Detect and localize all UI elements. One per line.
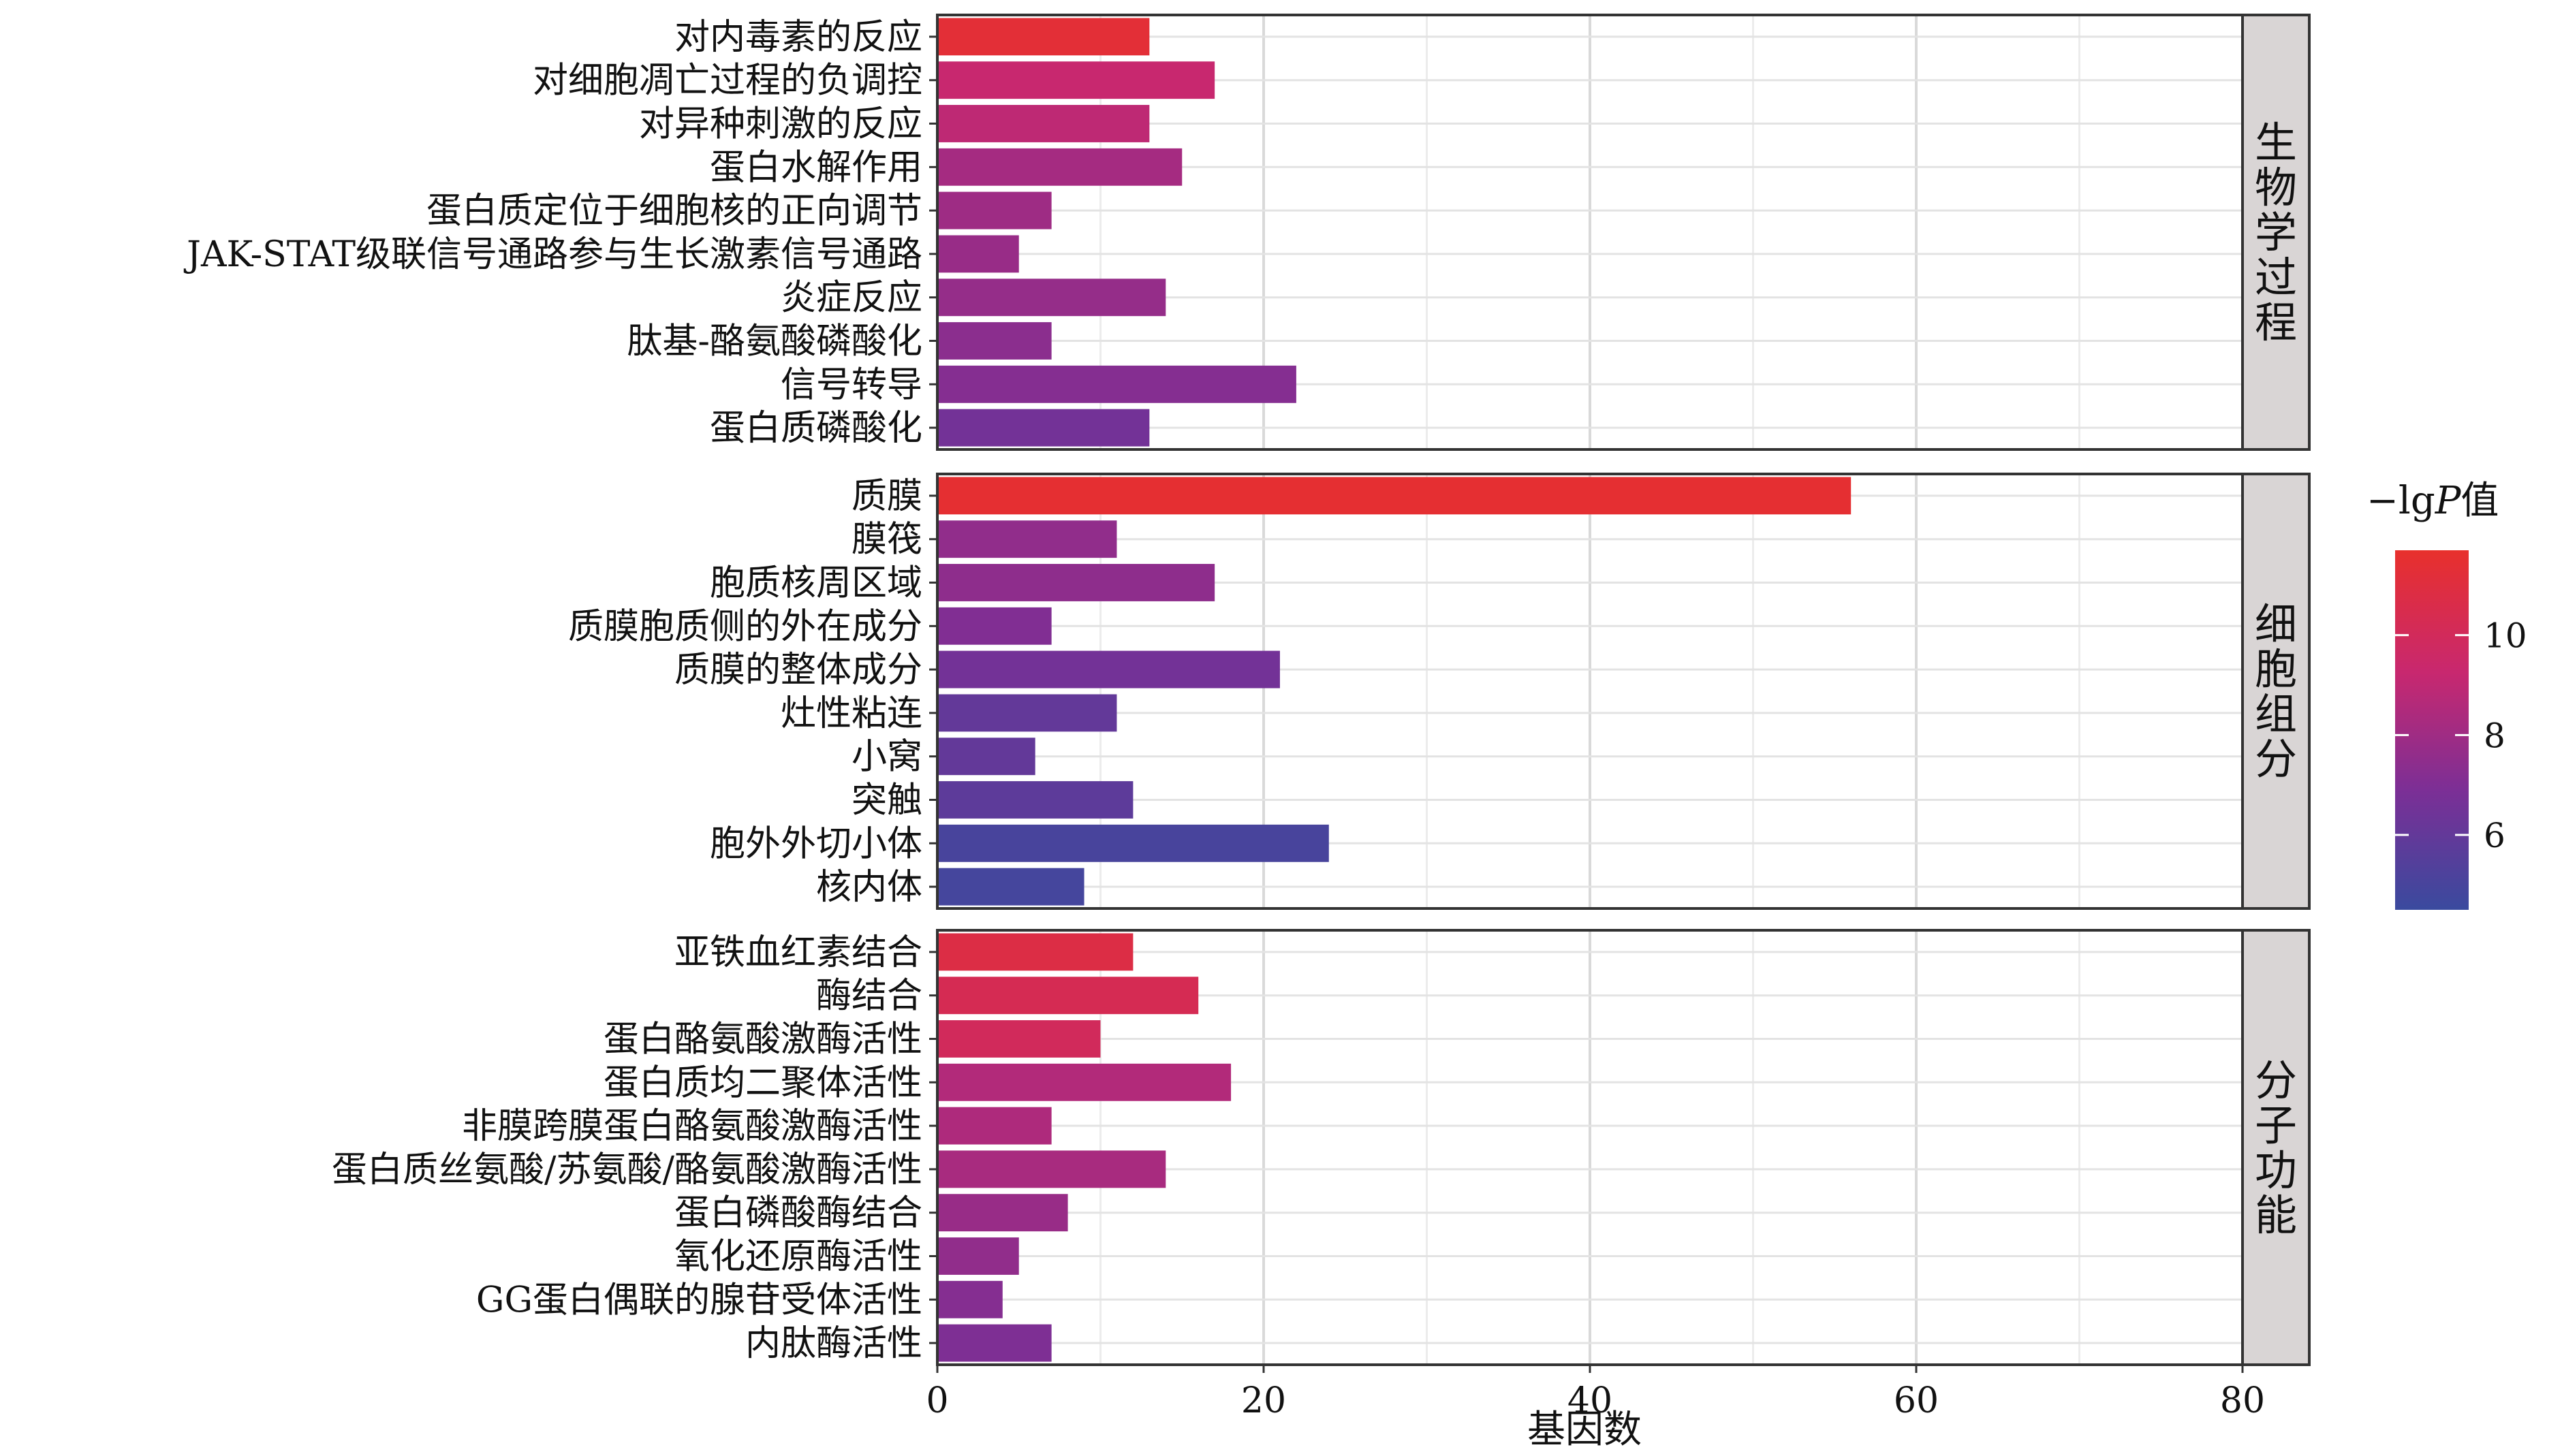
category-label: 内肽酶活性 xyxy=(745,1323,922,1364)
bar xyxy=(937,824,1329,862)
bar xyxy=(937,279,1166,317)
category-label: 对内毒素的反应 xyxy=(674,17,922,58)
bar xyxy=(937,409,1150,447)
category-label: 质膜胞质侧的外在成分 xyxy=(568,606,922,647)
bar xyxy=(937,477,1852,515)
category-label: 蛋白质均二聚体活性 xyxy=(604,1062,922,1103)
facet-strip xyxy=(2241,929,2311,1366)
bar xyxy=(937,235,1019,273)
category-label: 炎症反应 xyxy=(781,278,922,319)
facet-strip-label: 细胞组分 xyxy=(2255,599,2297,784)
bar xyxy=(937,148,1183,186)
category-label: 非膜跨膜蛋白酪氨酸激酶活性 xyxy=(462,1106,922,1147)
bar xyxy=(937,977,1199,1015)
legend-tick-label: 8 xyxy=(2484,716,2505,755)
bar xyxy=(937,191,1052,230)
facet-strip-label: 分子功能 xyxy=(2255,1056,2297,1240)
bar xyxy=(937,1280,1003,1318)
category-label: 酶结合 xyxy=(816,976,922,1017)
category-label: 信号转导 xyxy=(781,364,922,405)
category-label: JAK-STAT级联信号通路参与生长激素信号通路 xyxy=(183,234,922,275)
x-axis-title: 基因数 xyxy=(1527,1408,1642,1452)
category-label: 对异种刺激的反应 xyxy=(639,104,922,145)
bar xyxy=(937,1237,1019,1275)
category-label: 突触 xyxy=(852,780,922,821)
bar xyxy=(937,1324,1052,1362)
category-label: 胞外外切小体 xyxy=(710,823,922,864)
category-label: 蛋白质磷酸化 xyxy=(710,408,922,449)
bar xyxy=(937,694,1117,732)
bar xyxy=(937,564,1215,601)
category-label: GG蛋白偶联的腺苷受体活性 xyxy=(476,1280,922,1320)
category-label: 膜筏 xyxy=(852,520,922,560)
category-label: 胞质核周区域 xyxy=(710,563,922,604)
color-legend: −lgP值 6 8 10 xyxy=(2366,479,2527,910)
bar xyxy=(937,520,1117,558)
x-tick-label: 60 xyxy=(1894,1380,1939,1421)
bar xyxy=(937,607,1052,645)
bar xyxy=(937,933,1134,971)
x-tick-label: 20 xyxy=(1241,1380,1286,1421)
bar xyxy=(937,738,1035,776)
bar xyxy=(937,1194,1068,1232)
legend-tick-label: 6 xyxy=(2484,816,2505,855)
legend-title: −lgP值 xyxy=(2366,479,2499,523)
bar xyxy=(937,868,1084,906)
bar xyxy=(937,1150,1166,1188)
bar xyxy=(937,18,1150,56)
bar xyxy=(937,1063,1232,1101)
category-label: 小窝 xyxy=(852,737,922,778)
bar xyxy=(937,61,1215,99)
x-tick-label: 40 xyxy=(1567,1380,1612,1421)
x-tick-label: 0 xyxy=(926,1380,948,1421)
category-label: 蛋白酪氨酸激酶活性 xyxy=(604,1019,922,1060)
category-label: 质膜 xyxy=(852,476,922,517)
facet-strip xyxy=(2241,14,2311,451)
category-label: 蛋白质丝氨酸/苏氨酸/酪氨酸激酶活性 xyxy=(332,1150,922,1190)
category-label: 对细胞凋亡过程的负调控 xyxy=(533,61,922,101)
facet-panel: 亚铁血红素结合酶结合蛋白酪氨酸激酶活性蛋白质均二聚体活性非膜跨膜蛋白酪氨酸激酶活… xyxy=(332,929,2311,1366)
bar xyxy=(937,322,1052,360)
facet-panel: 对内毒素的反应对细胞凋亡过程的负调控对异种刺激的反应蛋白水解作用蛋白质定位于细胞… xyxy=(183,14,2311,451)
category-label: 质膜的整体成分 xyxy=(674,650,922,691)
category-label: 蛋白质定位于细胞核的正向调节 xyxy=(426,191,922,232)
legend-colorbar xyxy=(2395,550,2469,910)
category-label: 肽基-酪氨酸磷酸化 xyxy=(627,321,922,362)
category-label: 蛋白磷酸酶结合 xyxy=(674,1193,922,1234)
bar xyxy=(937,1107,1052,1145)
category-label: 灶性粘连 xyxy=(781,693,922,734)
facet-strip xyxy=(2241,473,2311,910)
legend-tick-label: 10 xyxy=(2484,616,2527,656)
x-tick-label: 80 xyxy=(2220,1380,2265,1421)
category-label: 蛋白水解作用 xyxy=(710,147,922,188)
facet-strip-label: 生物学过程 xyxy=(2255,118,2297,347)
bar xyxy=(937,1020,1101,1058)
bar xyxy=(937,781,1134,819)
bar xyxy=(937,105,1150,142)
bar xyxy=(937,365,1296,403)
facet-panel: 质膜膜筏胞质核周区域质膜胞质侧的外在成分质膜的整体成分灶性粘连小窝突触胞外外切小… xyxy=(568,473,2311,910)
category-label: 氧化还原酶活性 xyxy=(674,1237,922,1278)
category-label: 核内体 xyxy=(816,867,922,908)
bar xyxy=(937,650,1280,689)
category-label: 亚铁血红素结合 xyxy=(674,932,922,973)
